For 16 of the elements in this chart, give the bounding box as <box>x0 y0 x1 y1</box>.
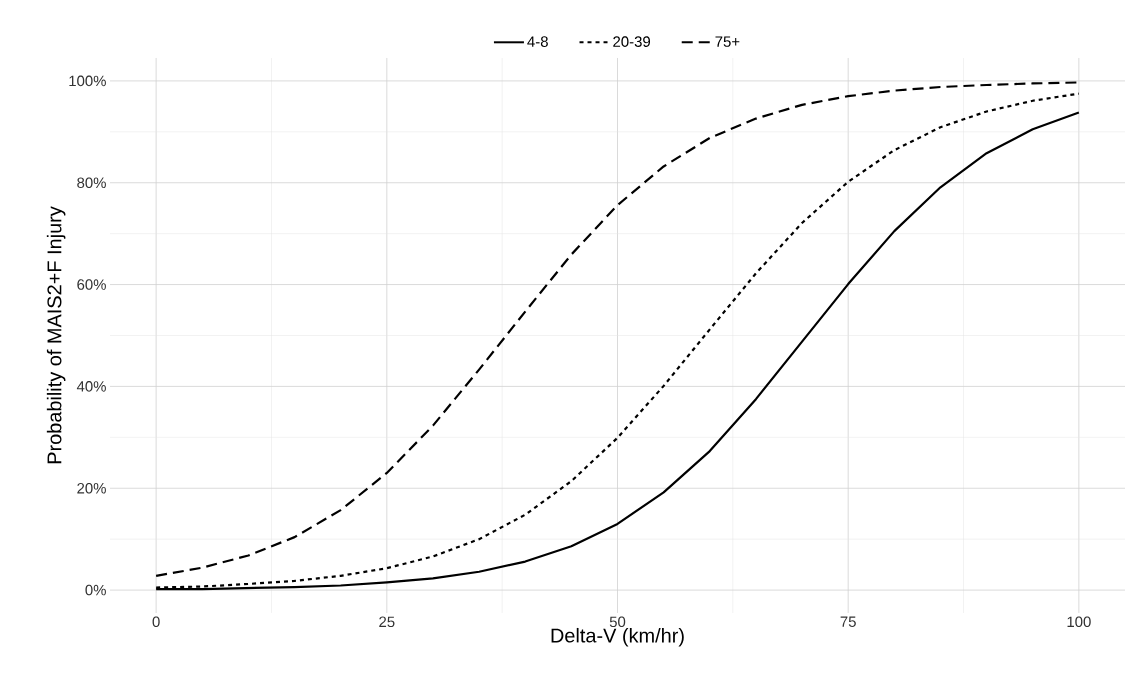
x-axis-title: Delta-V (km/hr) <box>551 627 684 647</box>
y-tick-label: 60% <box>77 279 106 290</box>
y-tick-label: 0% <box>85 584 106 596</box>
legend-label: 20-39 <box>613 36 651 47</box>
x-tick-label: 50 <box>609 616 626 628</box>
y-tick-label: 40% <box>76 381 106 392</box>
legend-label: 4-8 <box>527 36 548 47</box>
y-axis-title: Probability of MAIS2+F Injury <box>46 206 66 464</box>
y-tick-label: 100% <box>69 75 106 87</box>
legend-label: 75+ <box>715 36 740 47</box>
y-tick-label: 20% <box>77 482 106 494</box>
x-tick-label: 100 <box>1067 616 1091 628</box>
y-tick-label: 80% <box>77 177 106 189</box>
x-tick-label: 0 <box>152 616 160 628</box>
x-tick-label: 25 <box>379 616 395 628</box>
x-tick-label: 75 <box>840 616 856 627</box>
